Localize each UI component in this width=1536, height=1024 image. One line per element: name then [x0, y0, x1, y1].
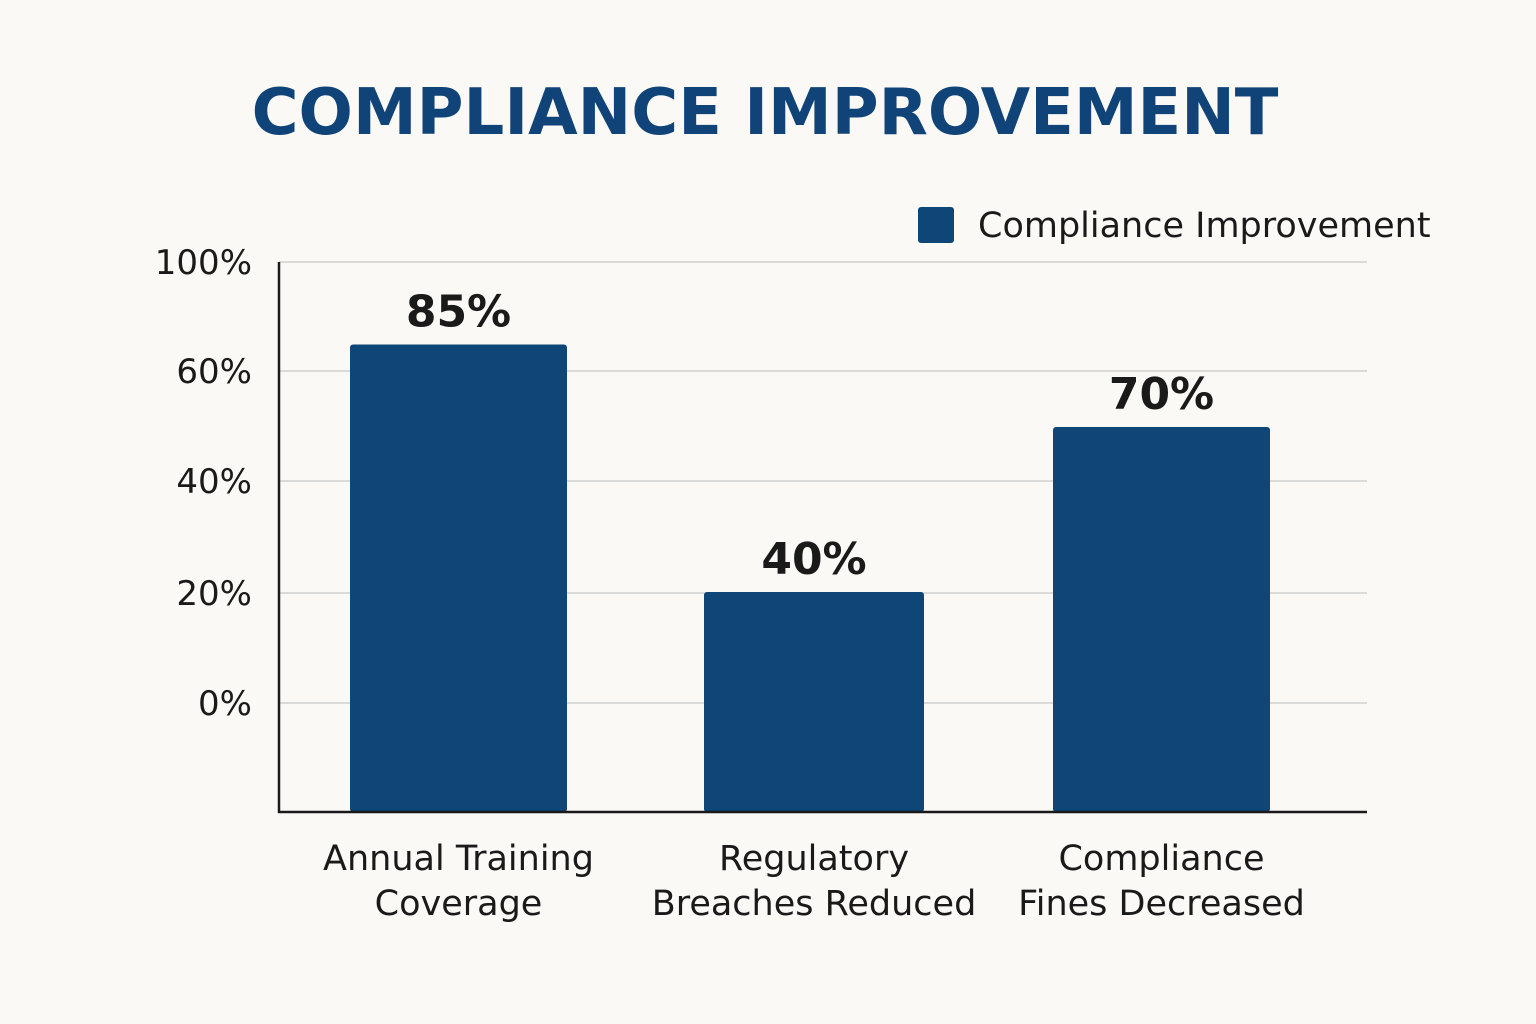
- x-category-label: Regulatory: [719, 839, 909, 879]
- x-category-label: Breaches Reduced: [652, 884, 977, 924]
- x-axis-labels: Annual Training Coverage Regulatory Breache…: [323, 839, 1305, 924]
- y-tick-label: 20%: [176, 574, 252, 614]
- data-label: 70%: [1109, 369, 1214, 420]
- data-label: 85%: [406, 287, 511, 338]
- x-category-label: Fines Decreased: [1018, 884, 1305, 924]
- y-tick-label: 100%: [155, 243, 252, 283]
- y-tick-label: 40%: [176, 462, 252, 502]
- chart-title: COMPLIANCE IMPROVEMENT: [252, 76, 1279, 150]
- legend-swatch: [918, 207, 954, 243]
- y-tick-label: 0%: [198, 684, 252, 724]
- y-axis-ticks: 100% 60% 40% 20% 0%: [155, 243, 252, 724]
- x-category-label: Compliance: [1058, 839, 1264, 879]
- x-category-label: Annual Training: [323, 839, 594, 879]
- legend: Compliance Improvement: [918, 206, 1431, 246]
- legend-label: Compliance Improvement: [978, 206, 1431, 246]
- bar: [704, 592, 924, 812]
- x-category-label: Coverage: [375, 884, 543, 924]
- bars: [350, 344, 1270, 812]
- y-tick-label: 60%: [176, 352, 252, 392]
- bar: [1053, 427, 1270, 812]
- data-label: 40%: [761, 534, 866, 585]
- bar: [350, 344, 567, 812]
- data-labels: 85% 40% 70%: [406, 287, 1214, 586]
